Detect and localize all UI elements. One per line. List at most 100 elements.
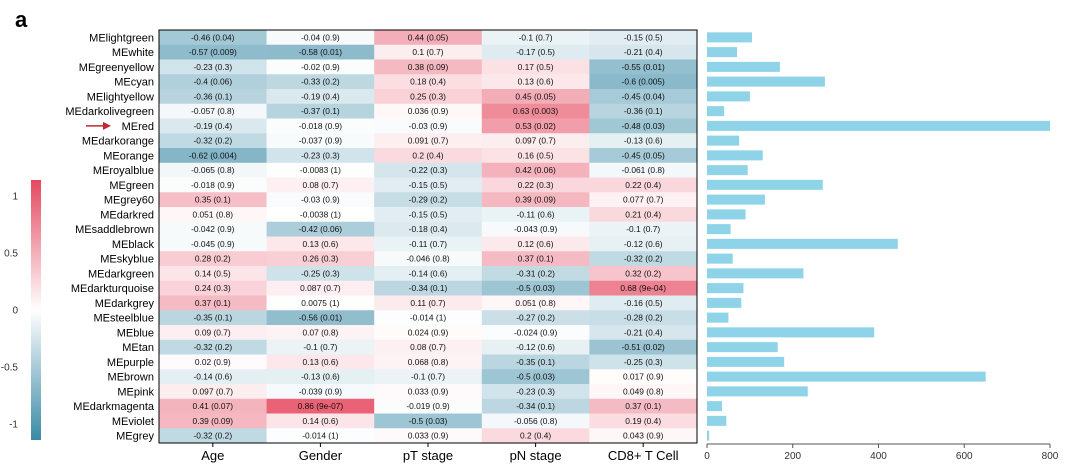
heatmap-cell <box>481 339 590 355</box>
heatmap-cell <box>159 30 267 46</box>
heatmap-cell <box>374 74 483 90</box>
heatmap-cell <box>374 266 483 282</box>
cell-label: -0.36 (0.1) <box>624 106 663 116</box>
heatmap-cell <box>159 325 267 341</box>
cell-label: -0.32 (0.2) <box>624 254 663 264</box>
cell-label: -0.57 (0.009) <box>189 47 237 57</box>
heatmap-cell <box>481 384 590 400</box>
row-label: MEdarkorange <box>82 136 154 148</box>
cell-label: 0.12 (0.6) <box>518 239 554 249</box>
row-label: MEviolet <box>112 416 154 428</box>
cell-label: -0.48 (0.03) <box>622 121 666 131</box>
cell-label: 0.37 (0.1) <box>195 298 231 308</box>
colorbar-tick-label: 0.5 <box>4 249 18 260</box>
heatmap-cell <box>159 280 267 296</box>
bar <box>707 430 710 441</box>
heatmap-cell <box>159 310 267 326</box>
heatmap-cell <box>481 162 590 178</box>
heatmap-cell <box>374 207 483 223</box>
cell-label: -0.15 (0.5) <box>409 180 448 190</box>
cell-label: 0.07 (0.8) <box>302 327 338 337</box>
bar-x-tick-label: 200 <box>784 451 801 462</box>
heatmap-cell <box>374 162 483 178</box>
heatmap-cell <box>589 30 698 46</box>
heatmap-cell <box>374 310 483 326</box>
heatmap-cell <box>374 177 483 193</box>
heatmap-cell <box>481 280 590 296</box>
row-label: MEdarkolivegreen <box>65 106 154 118</box>
cell-label: -0.32 (0.2) <box>193 431 232 441</box>
bar <box>707 150 763 161</box>
cell-label: 0.16 (0.5) <box>518 150 554 160</box>
cell-label: -0.018 (0.9) <box>191 180 235 190</box>
cell-label: 0.63 (0.003) <box>513 106 558 116</box>
cell-label: 0.32 (0.2) <box>625 268 661 278</box>
heatmap-cell <box>481 59 590 75</box>
bar <box>707 327 875 338</box>
bar <box>707 76 825 87</box>
bar-x-tick-label: 400 <box>870 451 887 462</box>
cell-label: -0.16 (0.5) <box>624 298 663 308</box>
cell-label: -0.5 (0.03) <box>516 372 555 382</box>
heatmap-cell <box>159 162 267 178</box>
cell-label: -0.0083 (1) <box>300 165 341 175</box>
cell-label: -0.25 (0.3) <box>624 357 663 367</box>
cell-label: -0.23 (0.3) <box>516 386 555 396</box>
cell-label: 0.45 (0.05) <box>515 91 556 101</box>
heatmap-cell <box>589 177 698 193</box>
heatmap-cell <box>589 251 698 267</box>
cell-label: -0.28 (0.2) <box>624 313 663 323</box>
heatmap-cell <box>266 398 375 414</box>
cell-label: -0.1 (0.7) <box>519 32 553 42</box>
heatmap-cell <box>159 236 267 252</box>
heatmap-cell <box>266 413 375 429</box>
heatmap-cell <box>481 310 590 326</box>
heatmap-cell <box>481 428 590 444</box>
heatmap-cell <box>589 89 698 105</box>
cell-label: -0.32 (0.2) <box>193 136 232 146</box>
heatmap-cell <box>481 398 590 414</box>
heatmap-cell <box>159 339 267 355</box>
cell-label: 0.097 (0.7) <box>193 386 234 396</box>
cell-label: -0.046 (0.8) <box>406 254 450 264</box>
cell-label: -0.15 (0.5) <box>409 209 448 219</box>
cell-label: -0.057 (0.8) <box>191 106 235 116</box>
cell-label: -0.34 (0.1) <box>516 401 555 411</box>
cell-label: 0.051 (0.8) <box>515 298 556 308</box>
cell-label: -0.45 (0.05) <box>622 150 666 160</box>
heatmap-cell <box>374 148 483 164</box>
cell-label: 0.17 (0.5) <box>518 62 554 72</box>
cell-label: 0.39 (0.09) <box>515 195 556 205</box>
bar <box>707 342 778 353</box>
heatmap-cell <box>481 89 590 105</box>
row-label: MEgreen <box>109 180 154 192</box>
cell-label: -0.14 (0.6) <box>193 372 232 382</box>
heatmap-cell <box>374 118 483 134</box>
heatmap-cell <box>589 44 698 60</box>
heatmap-cell <box>266 266 375 282</box>
row-label: MElightyellow <box>87 91 154 103</box>
cell-label: -0.024 (0.9) <box>514 327 558 337</box>
heatmap-cell <box>481 118 590 134</box>
cell-label: -0.014 (1) <box>302 431 339 441</box>
heatmap-cell <box>266 133 375 149</box>
cell-label: 0.19 (0.4) <box>625 416 661 426</box>
cell-label: -0.19 (0.4) <box>301 91 340 101</box>
cell-label: -0.35 (0.1) <box>193 313 232 323</box>
cell-label: 0.24 (0.3) <box>195 283 231 293</box>
heatmap-cell <box>266 118 375 134</box>
cell-label: -0.019 (0.9) <box>406 401 450 411</box>
bar <box>707 401 723 412</box>
row-label: MEcyan <box>114 77 154 89</box>
color-legend: 1 0.5 0 -0.5 -1 <box>1 180 41 440</box>
panel-label: a <box>15 7 28 32</box>
heatmap-cell <box>266 428 375 444</box>
column-label: Age <box>201 448 224 463</box>
cell-label: 0.37 (0.1) <box>625 401 661 411</box>
cell-label: -0.11 (0.6) <box>517 209 555 219</box>
heatmap-cell <box>481 74 590 90</box>
heatmap-cell <box>159 354 267 370</box>
bar <box>707 32 753 43</box>
heatmap-cell <box>159 413 267 429</box>
heatmap-cell <box>374 280 483 296</box>
